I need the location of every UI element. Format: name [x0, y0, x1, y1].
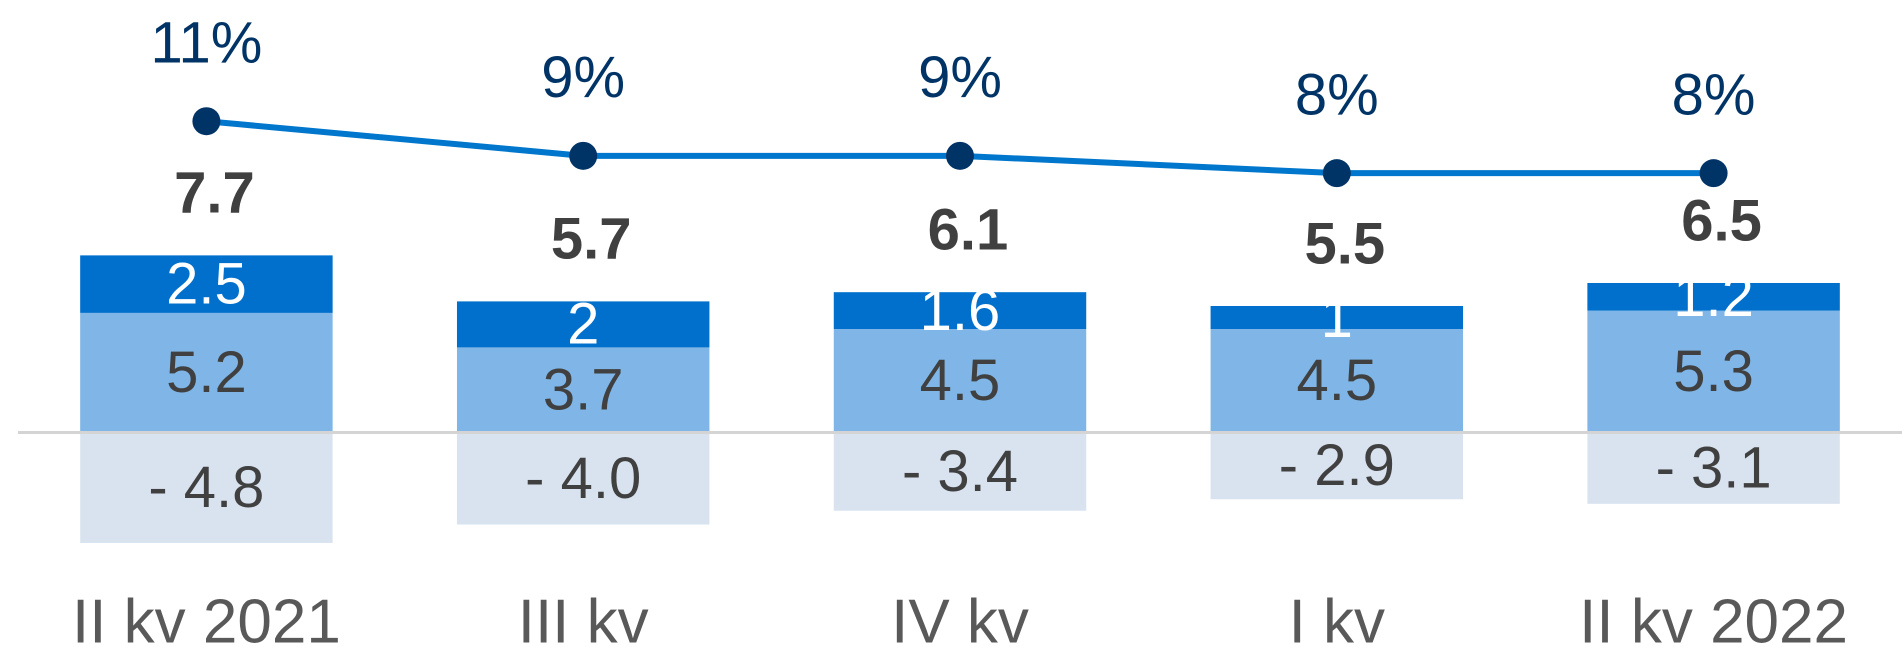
line-marker — [192, 107, 221, 136]
total-label: 6.1 — [928, 198, 1009, 263]
value-label: 3.7 — [543, 357, 624, 422]
line-marker — [1322, 159, 1351, 188]
line-marker — [1699, 159, 1728, 188]
value-label: 1 — [1321, 285, 1353, 350]
value-label: 5.2 — [166, 340, 247, 405]
value-label: - 2.9 — [1279, 433, 1395, 498]
bar-segment — [1210, 329, 1464, 433]
x-tick-label: I kv — [1289, 587, 1385, 656]
line-label: 8% — [1672, 62, 1756, 127]
bar-segment — [80, 255, 333, 313]
bar-segment — [80, 312, 333, 433]
line-label: 8% — [1295, 62, 1379, 127]
bar-segment — [456, 432, 710, 525]
bar-segment — [1587, 310, 1840, 433]
line-marker — [946, 141, 974, 170]
value-label: - 3.1 — [1656, 436, 1772, 501]
line-label: 9% — [541, 45, 625, 110]
total-label: 7.7 — [174, 161, 255, 226]
bar-segment — [1587, 432, 1840, 504]
value-label: 1.2 — [1673, 264, 1754, 329]
value-label: 4.5 — [920, 348, 1001, 413]
line-label: 9% — [918, 45, 1002, 110]
bar-segment — [833, 432, 1087, 511]
bar-segment — [80, 432, 333, 543]
x-tick-label: II kv 2022 — [1579, 587, 1848, 656]
value-label: 5.3 — [1673, 339, 1754, 404]
value-label: - 4.0 — [525, 446, 641, 511]
line-label: 11% — [151, 11, 263, 76]
total-label: 5.5 — [1304, 211, 1385, 276]
value-label: - 4.8 — [148, 455, 264, 520]
value-label: 2 — [567, 292, 599, 357]
bar-segment — [833, 292, 1087, 329]
x-tick-label: IV kv — [891, 587, 1029, 656]
value-label: 1.6 — [920, 278, 1001, 343]
bar-segment — [456, 347, 710, 433]
value-label: 4.5 — [1296, 348, 1377, 413]
bar-segment — [456, 301, 710, 348]
total-label: 5.7 — [551, 207, 632, 272]
bar-segment — [1587, 282, 1840, 311]
bar-segment — [833, 329, 1087, 433]
line-marker — [569, 141, 598, 170]
x-tick-label: III kv — [518, 587, 649, 656]
value-label: 2.5 — [166, 251, 247, 316]
x-tick-label: II kv 2021 — [72, 587, 341, 656]
value-label: - 3.4 — [902, 439, 1018, 504]
bar-segment — [1210, 432, 1464, 500]
bar-segment — [1210, 305, 1464, 329]
total-label: 6.5 — [1681, 188, 1762, 253]
